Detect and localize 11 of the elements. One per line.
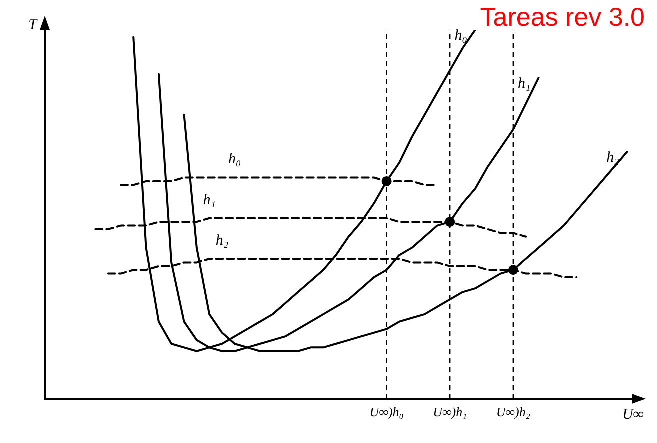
y-axis-title: T [28,17,39,34]
x-tick-label: U∞)h₁ [433,404,468,420]
series-label: h₀ [454,28,468,44]
series-label: h₁ [518,76,531,92]
x-tick-label: U∞)h₀ [370,404,404,420]
series-label: h₀ [228,152,242,168]
chart-title: Tareas rev 3.0 [480,2,645,32]
series-label: h₂ [216,232,229,249]
series-label: h₁ [203,192,216,208]
x-tick-label: U∞)h₂ [496,404,531,420]
x-axis-title: U∞ [622,406,644,423]
